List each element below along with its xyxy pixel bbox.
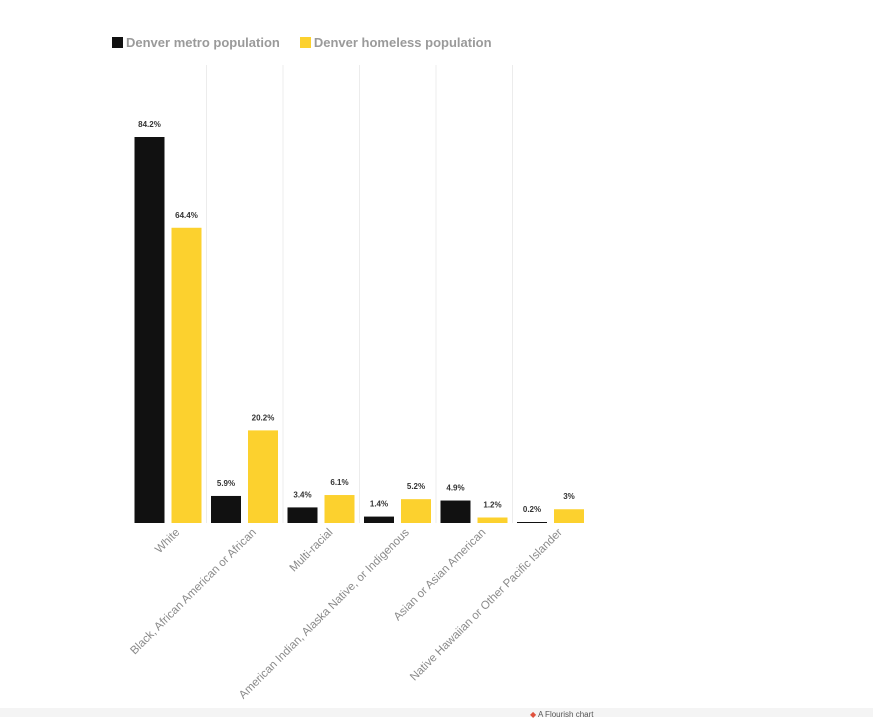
data-label: 5.9% — [217, 479, 235, 488]
category-label: Multi-racial — [288, 527, 336, 575]
data-label: 1.4% — [370, 500, 388, 509]
footer-bar — [0, 708, 873, 717]
flourish-logo-icon: ◆ — [530, 710, 537, 719]
data-label: 3.4% — [293, 490, 311, 499]
legend-swatch-metro — [112, 37, 123, 48]
bar-white-homeless — [171, 227, 202, 523]
data-label: 64.4% — [175, 211, 198, 220]
data-label: 84.2% — [138, 120, 161, 129]
bar-american-indian-alaska-native-or-indigenous-metro — [364, 516, 394, 523]
category-label: American Indian, Alaska Native, or Indig… — [237, 526, 412, 701]
legend-label-metro: Denver metro population — [126, 35, 280, 50]
bar-multi-racial-homeless — [324, 495, 355, 523]
category-label: White — [153, 527, 182, 556]
data-label: 3% — [563, 492, 575, 501]
data-label: 20.2% — [252, 413, 275, 422]
legend-item-metro[interactable]: Denver metro population — [112, 35, 280, 50]
bar-multi-racial-metro — [287, 507, 318, 523]
bar-asian-or-asian-american-metro — [440, 500, 471, 523]
data-label: 0.2% — [523, 505, 541, 514]
bar-black-african-american-or-african-homeless — [248, 430, 278, 523]
data-label: 5.2% — [407, 482, 425, 491]
bar-american-indian-alaska-native-or-indigenous-homeless — [401, 499, 431, 523]
credit-text: A Flourish chart — [537, 710, 594, 719]
data-label: 6.1% — [330, 478, 348, 487]
bar-native-hawaiian-or-other-pacific-islander-metro — [517, 522, 547, 523]
legend-swatch-homeless — [299, 37, 311, 48]
bar-white-metro — [134, 137, 165, 523]
category-label: Native Hawaiian or Other Pacific Islande… — [408, 527, 565, 684]
category-label: Black, African American or African — [128, 527, 259, 658]
data-label: 1.2% — [483, 500, 501, 509]
bar-black-african-american-or-african-metro — [211, 495, 241, 523]
flourish-credit[interactable]: ◆ A Flourish chart — [530, 710, 594, 719]
data-label: 4.9% — [446, 484, 464, 493]
legend-label-homeless: Denver homeless population — [313, 35, 492, 50]
bar-native-hawaiian-or-other-pacific-islander-homeless — [554, 509, 584, 523]
bar-asian-or-asian-american-homeless — [477, 517, 508, 523]
legend: Denver metro population Denver homeless … — [112, 35, 492, 50]
legend-item-homeless[interactable]: Denver homeless population — [299, 35, 492, 50]
